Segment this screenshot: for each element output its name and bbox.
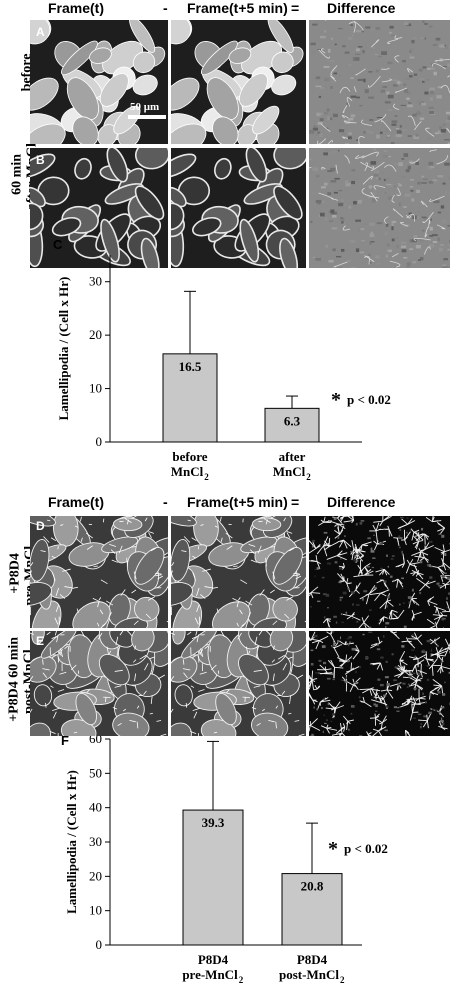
panel-a-frame-t5 bbox=[171, 20, 306, 144]
y-axis-label: Lamellipodia / (Cell x Hr) bbox=[64, 770, 79, 914]
y-tick-label: 50 bbox=[89, 765, 102, 780]
y-tick-label: 10 bbox=[89, 381, 102, 396]
significance-star: * bbox=[328, 838, 338, 860]
header-equals-2: = bbox=[291, 494, 299, 510]
panel-a-difference bbox=[309, 20, 450, 144]
scale-bar bbox=[128, 115, 166, 119]
panel-d-difference bbox=[309, 516, 450, 628]
y-tick-label: 40 bbox=[89, 800, 102, 815]
y-tick-label: 30 bbox=[89, 274, 102, 289]
y-tick-label: 60 bbox=[89, 736, 102, 746]
y-tick-label: 20 bbox=[89, 868, 102, 883]
category-label-0: P8D4 bbox=[198, 952, 229, 967]
category-label-1: P8D4 bbox=[297, 952, 328, 967]
panel-d-frame-t5 bbox=[171, 516, 306, 628]
header-frame-t: Frame(t) bbox=[48, 0, 104, 16]
category-label-0-sub: 2 bbox=[204, 472, 209, 480]
header-frame-t5-2: Frame(t+5 min) bbox=[187, 494, 288, 510]
value-label-0: 39.3 bbox=[202, 815, 225, 830]
category-label-1-line2: post-MnCl bbox=[279, 967, 339, 982]
header-minus: - bbox=[163, 0, 168, 16]
chart-f: 0 10 20 30 40 50 60 Lamellipodia / (Cell x Hr) 3… bbox=[0, 736, 450, 994]
header-difference-2: Difference bbox=[327, 494, 395, 510]
header-equals: = bbox=[291, 0, 299, 16]
category-label-1-sub: 2 bbox=[340, 975, 345, 985]
category-label-1: after bbox=[279, 449, 306, 464]
p-value-label: p < 0.02 bbox=[344, 841, 388, 856]
category-label-0-sub: 2 bbox=[239, 975, 244, 985]
scale-bar-label: 50 μm bbox=[130, 101, 159, 113]
panel-letter-b: B bbox=[36, 153, 45, 167]
p-value-label: p < 0.02 bbox=[347, 392, 391, 407]
category-label-0-line2: MnCl bbox=[171, 464, 204, 479]
panel-a-frame-t bbox=[30, 20, 168, 144]
y-tick-label: 20 bbox=[89, 327, 102, 342]
panel-e-frame-t5 bbox=[171, 631, 306, 736]
panel-e-difference bbox=[309, 631, 450, 736]
y-tick-label: 30 bbox=[89, 834, 102, 849]
category-label-1-line2: MnCl bbox=[273, 464, 306, 479]
panel-letter-a: A bbox=[36, 25, 45, 39]
panel-e-frame-t bbox=[30, 631, 168, 736]
y-tick-label: 10 bbox=[89, 903, 102, 918]
header-minus-2: - bbox=[163, 494, 168, 510]
y-tick-label: 0 bbox=[96, 434, 103, 449]
chart-c: 0 10 20 30 Lamellipodia / (Cell x Hr) 16.5 bef… bbox=[0, 240, 450, 480]
value-label-1: 20.8 bbox=[301, 879, 324, 894]
header-difference: Difference bbox=[327, 0, 395, 16]
value-label-1: 6.3 bbox=[284, 413, 301, 428]
panel-d-frame-t bbox=[30, 516, 168, 628]
value-label-0: 16.5 bbox=[179, 359, 202, 374]
y-tick-label: 0 bbox=[96, 937, 103, 952]
category-label-1-sub: 2 bbox=[306, 472, 311, 480]
category-label-0: before bbox=[172, 449, 207, 464]
bar-0 bbox=[183, 810, 243, 945]
y-axis-label: Lamellipodia / (Cell x Hr) bbox=[56, 277, 71, 421]
header-frame-t-2: Frame(t) bbox=[48, 494, 104, 510]
category-label-0-line2: pre-MnCl bbox=[182, 967, 238, 982]
header-frame-t5: Frame(t+5 min) bbox=[187, 0, 288, 16]
panel-letter-e: E bbox=[36, 634, 44, 648]
significance-star: * bbox=[331, 389, 341, 411]
panel-letter-d: D bbox=[36, 519, 45, 533]
